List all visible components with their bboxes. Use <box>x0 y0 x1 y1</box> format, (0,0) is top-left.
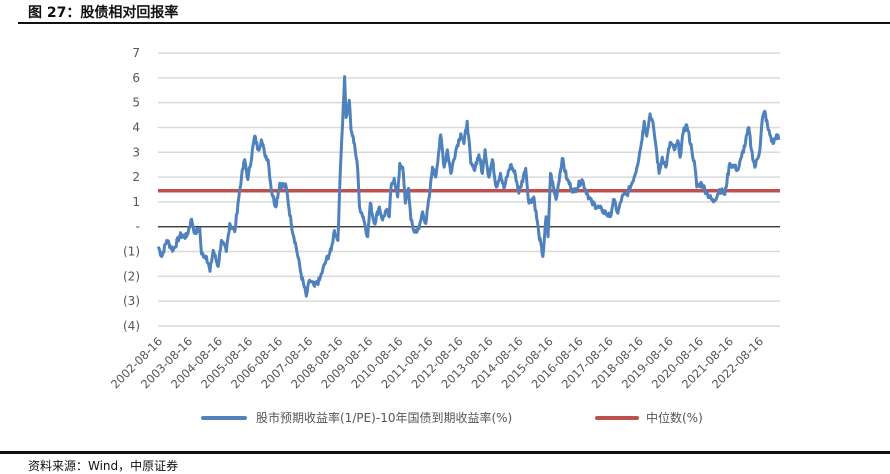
y-tick-label: 3 <box>132 145 140 159</box>
series-line-equity-bond-spread <box>156 75 781 298</box>
figure-title: 图 27：股债相对回报率 <box>28 5 179 21</box>
y-tick-label: (4) <box>123 319 140 333</box>
y-axis-ticks: 7 6 5 4 3 2 1 - (1) (2) (3) (4) <box>123 46 140 333</box>
legend: 股市预期收益率(1/PE)-10年国债到期收益率(%) 中位数(%) <box>201 410 703 425</box>
y-tick-label: 2 <box>132 170 140 184</box>
y-tick-label: (2) <box>123 269 140 283</box>
chart: 7 6 5 4 3 2 1 - (1) (2) (3) (4) 2002-08-162003-08-1… <box>108 46 781 425</box>
footer-divider <box>0 451 890 454</box>
x-axis-ticks: 2002-08-162003-08-162004-08-162005-08-16… <box>108 334 766 391</box>
y-tick-label: 4 <box>132 120 140 134</box>
y-tick-label: (1) <box>123 245 140 259</box>
source-note: 资料来源：Wind，中原证券 <box>28 459 179 473</box>
legend-label-spread: 股市预期收益率(1/PE)-10年国债到期收益率(%) <box>256 410 512 425</box>
y-tick-label: (3) <box>123 294 140 308</box>
y-tick-label: 1 <box>132 195 140 209</box>
y-tick-label: 5 <box>132 96 140 110</box>
y-tick-label: 6 <box>132 71 140 85</box>
legend-label-median: 中位数(%) <box>646 410 703 425</box>
y-tick-label: 7 <box>132 46 140 60</box>
y-tick-label: - <box>136 220 140 234</box>
title-divider <box>18 22 890 24</box>
